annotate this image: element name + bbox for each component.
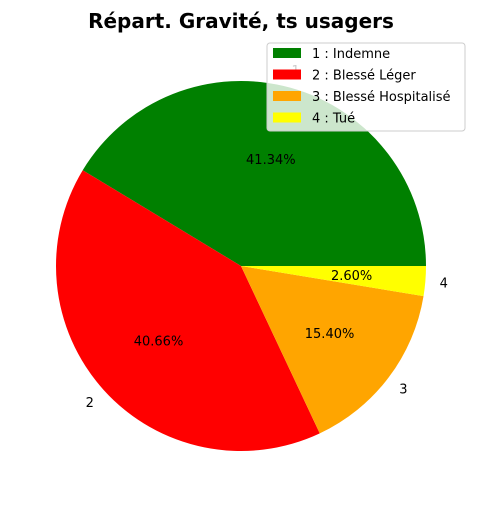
legend-swatch-1 <box>273 48 301 58</box>
pie-slice-2 <box>56 170 320 451</box>
legend-label-4: 4 : Tué <box>312 112 355 127</box>
category-label-4: 4 <box>440 277 448 292</box>
legend-swatch-2 <box>273 69 301 80</box>
legend-label-1: 1 : Indemne <box>312 47 390 62</box>
category-label-3: 3 <box>399 383 407 398</box>
pie-slice-4 <box>241 266 426 297</box>
pie-slice-3 <box>241 266 424 434</box>
legend-swatch-4 <box>273 112 301 123</box>
chart-title: Répart. Gravité, ts usagers <box>88 9 394 33</box>
legend: 1 : Indemne 2 : Blessé Léger 3 : Blessé Ho… <box>266 42 466 132</box>
legend-swatch-3 <box>273 91 301 101</box>
legend-label-2: 2 : Blessé Léger <box>312 69 416 84</box>
legend-frame <box>266 42 466 132</box>
category-label-2: 2 <box>86 396 94 411</box>
pct-label-3: 15.40% <box>305 327 355 342</box>
pct-label-4: 2.60% <box>331 269 372 284</box>
legend-label-3: 3 : Blessé Hospitalisé <box>312 90 451 105</box>
pct-label-2: 40.66% <box>134 334 184 349</box>
percentage-labels: 41.34% 40.66% 15.40% 2.60% <box>134 153 373 349</box>
pie-slices <box>56 81 426 451</box>
pct-label-1: 41.34% <box>246 153 296 168</box>
